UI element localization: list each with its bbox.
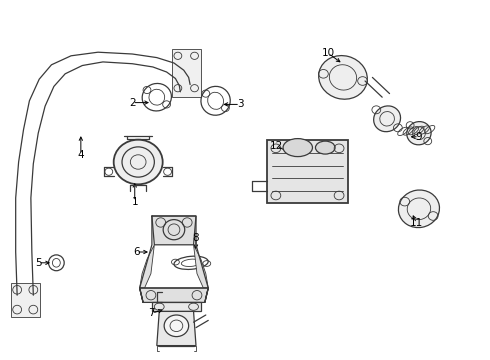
Text: 5: 5: [35, 258, 42, 268]
Ellipse shape: [398, 190, 440, 228]
Text: 2: 2: [129, 98, 136, 108]
Polygon shape: [267, 140, 348, 203]
Text: 4: 4: [77, 150, 84, 160]
Polygon shape: [140, 288, 208, 302]
Text: 9: 9: [416, 132, 422, 142]
Text: 10: 10: [322, 48, 335, 58]
Text: 6: 6: [133, 247, 140, 257]
Polygon shape: [152, 216, 196, 245]
Ellipse shape: [283, 139, 313, 157]
Ellipse shape: [407, 122, 431, 145]
Text: 3: 3: [237, 99, 244, 109]
Polygon shape: [194, 245, 208, 288]
Ellipse shape: [318, 55, 368, 99]
Text: 12: 12: [270, 141, 284, 151]
Polygon shape: [140, 245, 154, 288]
Ellipse shape: [374, 106, 400, 132]
Polygon shape: [172, 49, 201, 97]
Polygon shape: [157, 311, 196, 346]
Polygon shape: [152, 302, 201, 311]
Text: 11: 11: [410, 218, 423, 228]
Text: 7: 7: [148, 308, 155, 318]
Text: 8: 8: [193, 233, 199, 243]
Polygon shape: [11, 283, 40, 317]
Ellipse shape: [164, 315, 189, 337]
Text: 1: 1: [131, 197, 138, 207]
Ellipse shape: [316, 141, 335, 154]
Ellipse shape: [114, 140, 163, 184]
